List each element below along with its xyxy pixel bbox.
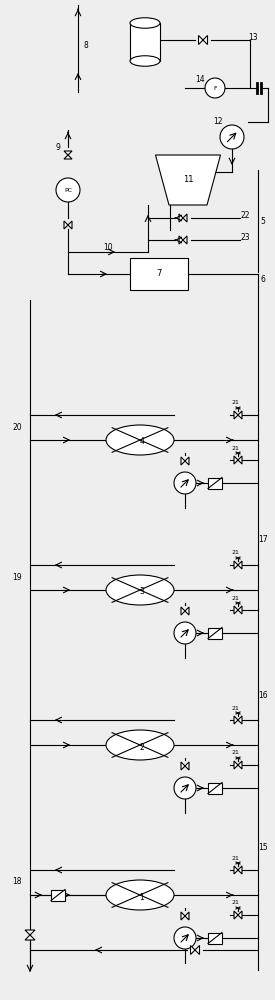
Circle shape — [174, 927, 196, 949]
Ellipse shape — [106, 730, 174, 760]
Polygon shape — [238, 606, 242, 614]
Bar — [130, 23, 160, 61]
Polygon shape — [234, 911, 238, 919]
Circle shape — [220, 125, 244, 149]
Polygon shape — [64, 151, 72, 155]
Polygon shape — [238, 561, 242, 569]
Ellipse shape — [106, 575, 174, 605]
Text: 1: 1 — [140, 892, 144, 902]
Polygon shape — [203, 35, 208, 44]
Text: 21: 21 — [231, 550, 239, 556]
Polygon shape — [234, 411, 238, 419]
Text: 5: 5 — [261, 218, 265, 227]
Text: 4: 4 — [139, 438, 144, 446]
Polygon shape — [238, 716, 242, 724]
Polygon shape — [181, 912, 185, 920]
Circle shape — [174, 472, 196, 494]
Text: F: F — [213, 86, 217, 91]
Polygon shape — [25, 930, 35, 935]
Text: 13: 13 — [248, 32, 258, 41]
Polygon shape — [234, 716, 238, 724]
Polygon shape — [238, 456, 242, 464]
Polygon shape — [238, 411, 242, 419]
Polygon shape — [183, 214, 187, 222]
Text: PC: PC — [64, 188, 72, 192]
Text: 21: 21 — [231, 706, 239, 710]
Polygon shape — [234, 761, 238, 769]
Text: 12: 12 — [213, 117, 223, 126]
Text: 21: 21 — [231, 750, 239, 756]
Ellipse shape — [130, 18, 160, 28]
Polygon shape — [64, 155, 72, 159]
Text: 16: 16 — [258, 690, 268, 700]
Text: 11: 11 — [183, 176, 193, 184]
Polygon shape — [179, 214, 183, 222]
Bar — [208, 782, 222, 794]
Polygon shape — [68, 221, 72, 229]
Polygon shape — [181, 762, 185, 770]
Ellipse shape — [106, 880, 174, 910]
Polygon shape — [195, 946, 199, 954]
Polygon shape — [179, 236, 183, 244]
Text: 21: 21 — [231, 900, 239, 906]
Polygon shape — [185, 457, 189, 465]
Polygon shape — [25, 935, 35, 940]
Text: 3: 3 — [139, 587, 144, 596]
Text: 15: 15 — [258, 844, 268, 852]
Text: 21: 21 — [231, 446, 239, 450]
Text: 22: 22 — [240, 212, 250, 221]
Polygon shape — [234, 606, 238, 614]
Text: 10: 10 — [103, 242, 113, 251]
Circle shape — [174, 777, 196, 799]
Polygon shape — [64, 221, 68, 229]
Text: 6: 6 — [261, 275, 265, 284]
Text: 23: 23 — [240, 233, 250, 242]
Text: 14: 14 — [195, 76, 205, 85]
Polygon shape — [185, 762, 189, 770]
Polygon shape — [238, 761, 242, 769]
Polygon shape — [199, 35, 203, 44]
Text: 21: 21 — [231, 856, 239, 860]
Bar — [208, 932, 222, 944]
Polygon shape — [181, 457, 185, 465]
Polygon shape — [234, 561, 238, 569]
Bar — [208, 478, 222, 488]
Polygon shape — [234, 866, 238, 874]
Circle shape — [56, 178, 80, 202]
Polygon shape — [191, 946, 195, 954]
Text: 7: 7 — [156, 269, 162, 278]
Text: 19: 19 — [12, 572, 22, 582]
Polygon shape — [185, 912, 189, 920]
Polygon shape — [181, 607, 185, 615]
Text: 17: 17 — [258, 536, 268, 544]
Text: 8: 8 — [84, 40, 88, 49]
Bar — [130, 258, 188, 290]
Text: 21: 21 — [231, 595, 239, 600]
Polygon shape — [155, 155, 221, 205]
Circle shape — [205, 78, 225, 98]
Bar — [208, 628, 222, 639]
Polygon shape — [238, 911, 242, 919]
Polygon shape — [234, 456, 238, 464]
Ellipse shape — [130, 56, 160, 66]
Polygon shape — [185, 607, 189, 615]
Bar — [51, 890, 65, 900]
Text: 21: 21 — [231, 400, 239, 406]
Text: 2: 2 — [140, 742, 144, 752]
Text: 18: 18 — [12, 878, 22, 886]
Text: 20: 20 — [12, 422, 22, 432]
Ellipse shape — [106, 425, 174, 455]
Polygon shape — [238, 866, 242, 874]
Circle shape — [174, 622, 196, 644]
Text: 9: 9 — [56, 143, 60, 152]
Polygon shape — [183, 236, 187, 244]
